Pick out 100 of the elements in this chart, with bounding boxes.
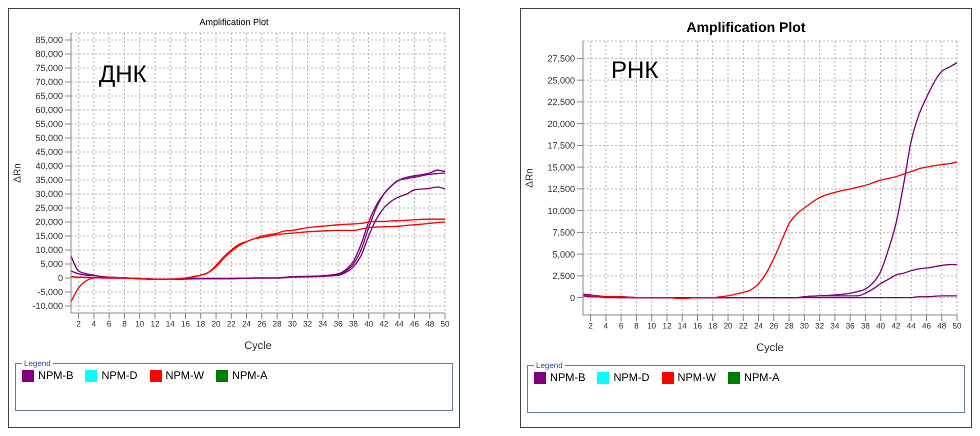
x-axis-title: Cycle: [756, 342, 784, 354]
legend-label: NPM-D: [613, 372, 650, 384]
y-tick-label: 25,000: [547, 75, 575, 86]
y-tick-label: 5,000: [40, 259, 63, 270]
x-tick-label: 8: [634, 322, 640, 331]
y-tick-label: 17,500: [547, 140, 575, 151]
y-tick-label: 20,000: [547, 118, 575, 129]
x-tick-label: 48: [425, 320, 435, 329]
y-tick-label: 45,000: [35, 147, 63, 158]
annotation: РНК: [611, 57, 658, 85]
x-tick-label: 38: [348, 320, 358, 329]
y-tick-label: 20,000: [35, 217, 63, 228]
y-tick-label: 60,000: [35, 105, 63, 116]
legend-title: Legend: [535, 361, 564, 370]
legend-label: NPM-W: [678, 372, 716, 384]
y-tick-label: 15,000: [35, 231, 63, 242]
legend-label: NPM-B: [38, 370, 74, 382]
x-tick-label: 16: [693, 322, 702, 331]
y-tick-label: 50,000: [35, 133, 63, 144]
y-tick-label: 55,000: [35, 119, 63, 130]
x-tick-label: 14: [678, 322, 688, 331]
x-tick-label: 44: [394, 320, 404, 329]
y-tick-label: 7,500: [552, 228, 575, 238]
x-tick-label: 10: [135, 320, 145, 329]
x-tick-label: 40: [364, 320, 374, 329]
y-tick-label: 70,000: [35, 77, 63, 88]
x-tick-label: 36: [334, 320, 344, 329]
legend-label: NPM-B: [550, 372, 586, 384]
legend-label: NPM-A: [744, 372, 780, 384]
x-tick-label: 46: [922, 322, 932, 331]
x-tick-label: 6: [618, 322, 624, 331]
x-tick-label: 28: [784, 322, 794, 331]
x-tick-label: 24: [754, 322, 764, 331]
y-tick-label: -10,000: [32, 301, 63, 312]
x-tick-label: 10: [647, 322, 657, 331]
x-tick-label: 2: [76, 320, 82, 329]
x-tick-label: 40: [876, 322, 886, 331]
y-tick-label: 15,000: [547, 162, 575, 172]
y-tick-label: -5,000: [37, 287, 63, 298]
y-tick-label: 0: [58, 273, 63, 284]
y-tick-label: 85,000: [35, 35, 63, 46]
annotation: ДНК: [99, 61, 147, 89]
x-tick-label: 30: [800, 322, 810, 331]
x-tick-label: 4: [604, 322, 609, 331]
x-tick-label: 50: [952, 322, 962, 331]
x-tick-label: 22: [226, 320, 236, 329]
chart-title: Amplification Plot: [198, 17, 270, 29]
y-tick-label: 2,500: [552, 271, 575, 282]
x-tick-label: 22: [738, 322, 748, 331]
y-axis-title: ΔRn: [524, 168, 536, 188]
x-tick-label: 32: [815, 322, 825, 331]
x-tick-label: 18: [708, 322, 718, 331]
legend-label: NPM-W: [166, 370, 204, 382]
y-tick-label: 80,000: [35, 49, 63, 60]
x-axis-title: Cycle: [244, 340, 272, 352]
x-tick-label: 24: [242, 320, 252, 329]
x-tick-label: 30: [288, 320, 298, 329]
x-tick-label: 46: [410, 320, 420, 329]
y-tick-label: 25,000: [35, 203, 63, 214]
x-tick-label: 2: [588, 322, 594, 331]
x-tick-label: 26: [769, 322, 779, 331]
y-tick-label: 27,500: [547, 54, 575, 64]
x-tick-label: 42: [379, 320, 389, 329]
legend-label: NPM-A: [232, 370, 268, 382]
y-tick-label: 75,000: [35, 63, 63, 74]
y-tick-label: 10,000: [35, 245, 63, 256]
x-tick-label: 42: [891, 322, 901, 331]
x-tick-label: 44: [906, 322, 916, 331]
x-tick-label: 12: [662, 322, 672, 331]
y-tick-label: 0: [570, 292, 575, 303]
x-tick-label: 34: [318, 320, 328, 329]
y-tick-label: 10,000: [547, 206, 575, 216]
x-tick-label: 20: [724, 322, 734, 331]
x-tick-label: 18: [196, 320, 206, 329]
x-tick-label: 28: [272, 320, 282, 329]
y-tick-label: 65,000: [35, 91, 63, 102]
chart-title: Amplification Plot: [686, 19, 806, 37]
y-tick-label: 5,000: [552, 249, 575, 260]
y-tick-label: 12,500: [547, 184, 575, 194]
y-tick-label: 22,500: [547, 97, 575, 108]
x-tick-label: 38: [860, 322, 870, 331]
x-tick-label: 34: [830, 322, 840, 331]
x-tick-label: 8: [122, 320, 128, 329]
x-tick-label: 48: [937, 322, 947, 331]
legend-label: NPM-D: [101, 370, 138, 382]
x-tick-label: 20: [212, 320, 222, 329]
x-tick-label: 50: [440, 320, 450, 329]
x-tick-label: 6: [106, 320, 112, 329]
legend-title: Legend: [23, 359, 52, 368]
y-tick-label: 30,000: [35, 189, 63, 200]
x-tick-label: 36: [846, 322, 856, 331]
y-tick-label: 40,000: [35, 161, 63, 172]
y-axis-title: ΔRn: [12, 163, 24, 183]
x-tick-label: 32: [303, 320, 313, 329]
x-tick-label: 14: [166, 320, 176, 329]
x-tick-label: 26: [257, 320, 267, 329]
x-tick-label: 16: [181, 320, 190, 329]
x-tick-label: 12: [150, 320, 160, 329]
y-tick-label: 35,000: [35, 175, 63, 186]
x-tick-label: 4: [92, 320, 97, 329]
